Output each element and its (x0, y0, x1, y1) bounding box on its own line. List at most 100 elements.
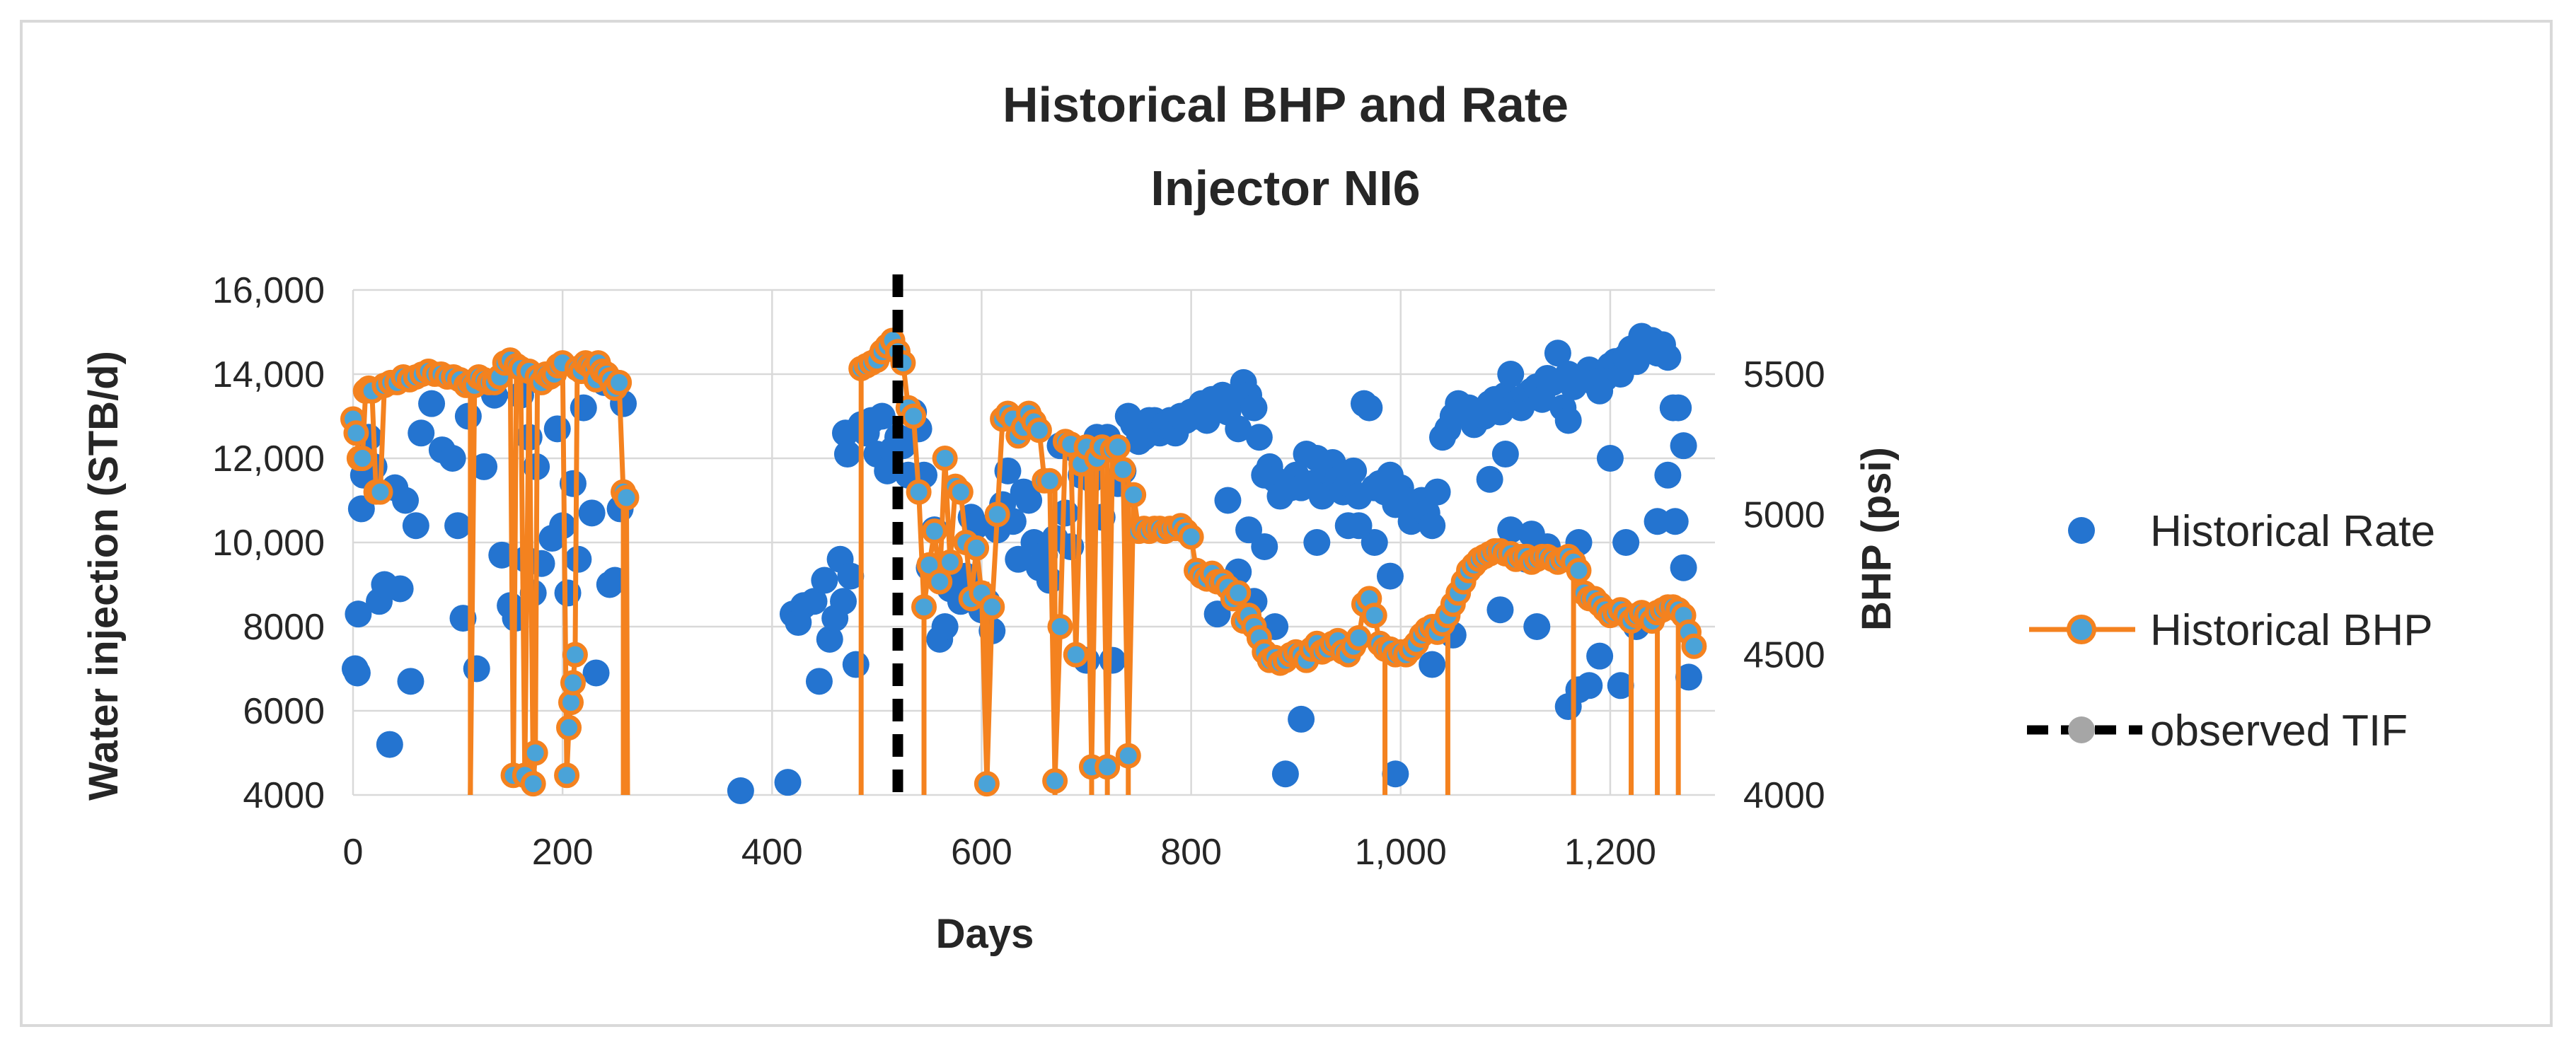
bhp-point (554, 762, 580, 789)
rate-point (1308, 482, 1336, 510)
series-historical-bhp (340, 327, 1707, 797)
rate-point (842, 651, 870, 678)
rate-point (1654, 461, 1682, 489)
rate-point (418, 390, 446, 417)
rate-point (1497, 361, 1525, 388)
rate-point (1288, 705, 1315, 733)
rate-point (397, 668, 424, 695)
rate-point (805, 668, 833, 695)
rate-point (816, 625, 843, 653)
y2-axis-label: BHP (psi) (1854, 447, 1900, 631)
y-axis-label: Water injection (STB/d) (81, 351, 127, 801)
rate-point (1245, 424, 1273, 451)
rate-point (1612, 529, 1640, 556)
bhp-point (901, 403, 927, 429)
rate-point (1544, 339, 1571, 367)
x-tick-label: 0 (343, 832, 364, 873)
rate-point (1225, 415, 1252, 443)
rate-point (837, 562, 865, 590)
y-tick-label: 14,000 (212, 354, 325, 395)
rate-point (1356, 394, 1383, 422)
bhp-point (1104, 434, 1131, 460)
rate-point (444, 512, 472, 540)
legend-tif-marker (2068, 716, 2095, 743)
bhp-point (367, 479, 393, 505)
y-tick-label: 16,000 (212, 270, 325, 311)
bhp-point (1094, 754, 1121, 780)
bhp-point (937, 549, 964, 575)
rate-point (582, 659, 610, 687)
rate-point (1497, 516, 1525, 544)
x-tick-label: 600 (951, 832, 1012, 873)
rate-point (727, 777, 754, 805)
rate-point (463, 655, 490, 683)
rate-point (1251, 533, 1278, 560)
bhp-point (1063, 641, 1089, 668)
rate-point (1665, 394, 1692, 422)
legend: Historical Rate Historical BHP observed … (2027, 507, 2435, 755)
rate-point (386, 575, 414, 603)
rate-point (1486, 596, 1514, 624)
rate-point (1334, 512, 1362, 540)
chart-frame: Historical BHP and Rate Injector NI6 400… (20, 20, 2553, 1027)
x-tick-label: 1,000 (1355, 832, 1447, 873)
rate-point (931, 613, 959, 640)
bhp-point (522, 740, 548, 766)
rate-point (1361, 529, 1388, 556)
rate-point (1235, 516, 1263, 544)
rate-point (1303, 529, 1331, 556)
bhp-point (932, 446, 958, 471)
rate-point (1015, 487, 1043, 514)
y-tick-label: 8000 (243, 607, 325, 648)
x-tick-label: 800 (1160, 832, 1222, 873)
rate-point (347, 495, 375, 523)
chart-title-line-2: Injector NI6 (1150, 161, 1420, 216)
bhp-point (556, 714, 582, 741)
y2-tick-label: 4000 (1743, 775, 1825, 816)
bhp-point (927, 569, 953, 595)
rate-point (470, 453, 498, 480)
chart-title-line-1: Historical BHP and Rate (1003, 77, 1569, 132)
chart: Historical BHP and Rate Injector NI6 400… (81, 77, 2435, 957)
rate-point (439, 445, 466, 472)
rate-point (800, 588, 828, 615)
rate-point (1670, 554, 1697, 581)
plot-area (340, 274, 1707, 805)
x-axis-label: Days (936, 911, 1034, 957)
rate-point (1554, 407, 1582, 434)
rate-point (1596, 445, 1624, 472)
rate-point (1476, 465, 1503, 493)
y-tick-label: 12,000 (212, 439, 325, 480)
y2-tick-label: 5500 (1743, 354, 1825, 395)
rate-point (1523, 613, 1551, 640)
bhp-point (613, 484, 640, 511)
rate-point (376, 731, 403, 758)
bhp-point (974, 771, 1000, 797)
bhp-point (984, 501, 1010, 528)
rate-point (811, 567, 838, 594)
rate-point (1271, 760, 1299, 788)
rate-point (1607, 672, 1634, 699)
rate-point (1005, 545, 1032, 573)
bhp-point (1225, 580, 1252, 606)
rate-point (345, 600, 372, 628)
rate-point (543, 415, 571, 443)
rate-point (1340, 457, 1368, 484)
rate-point (1670, 432, 1697, 460)
bhp-point (1681, 633, 1707, 659)
y-tick-label: 4000 (243, 775, 325, 816)
rate-point (868, 402, 896, 430)
bhp-point (1566, 557, 1592, 583)
rate-point (774, 769, 802, 796)
rate-point (833, 441, 861, 468)
rate-point (1214, 487, 1242, 514)
bhp-point (350, 446, 376, 471)
bhp-point (1361, 603, 1387, 629)
bhp-point (964, 535, 990, 561)
bhp-point (1121, 482, 1147, 508)
rate-point (1661, 508, 1689, 535)
rate-point (1675, 663, 1702, 691)
rate-point (1240, 394, 1268, 422)
rate-point (1554, 693, 1582, 721)
y-axis-ticks: 4000 6000 8000 10,000 12,000 14,000 16,000 (212, 270, 325, 816)
